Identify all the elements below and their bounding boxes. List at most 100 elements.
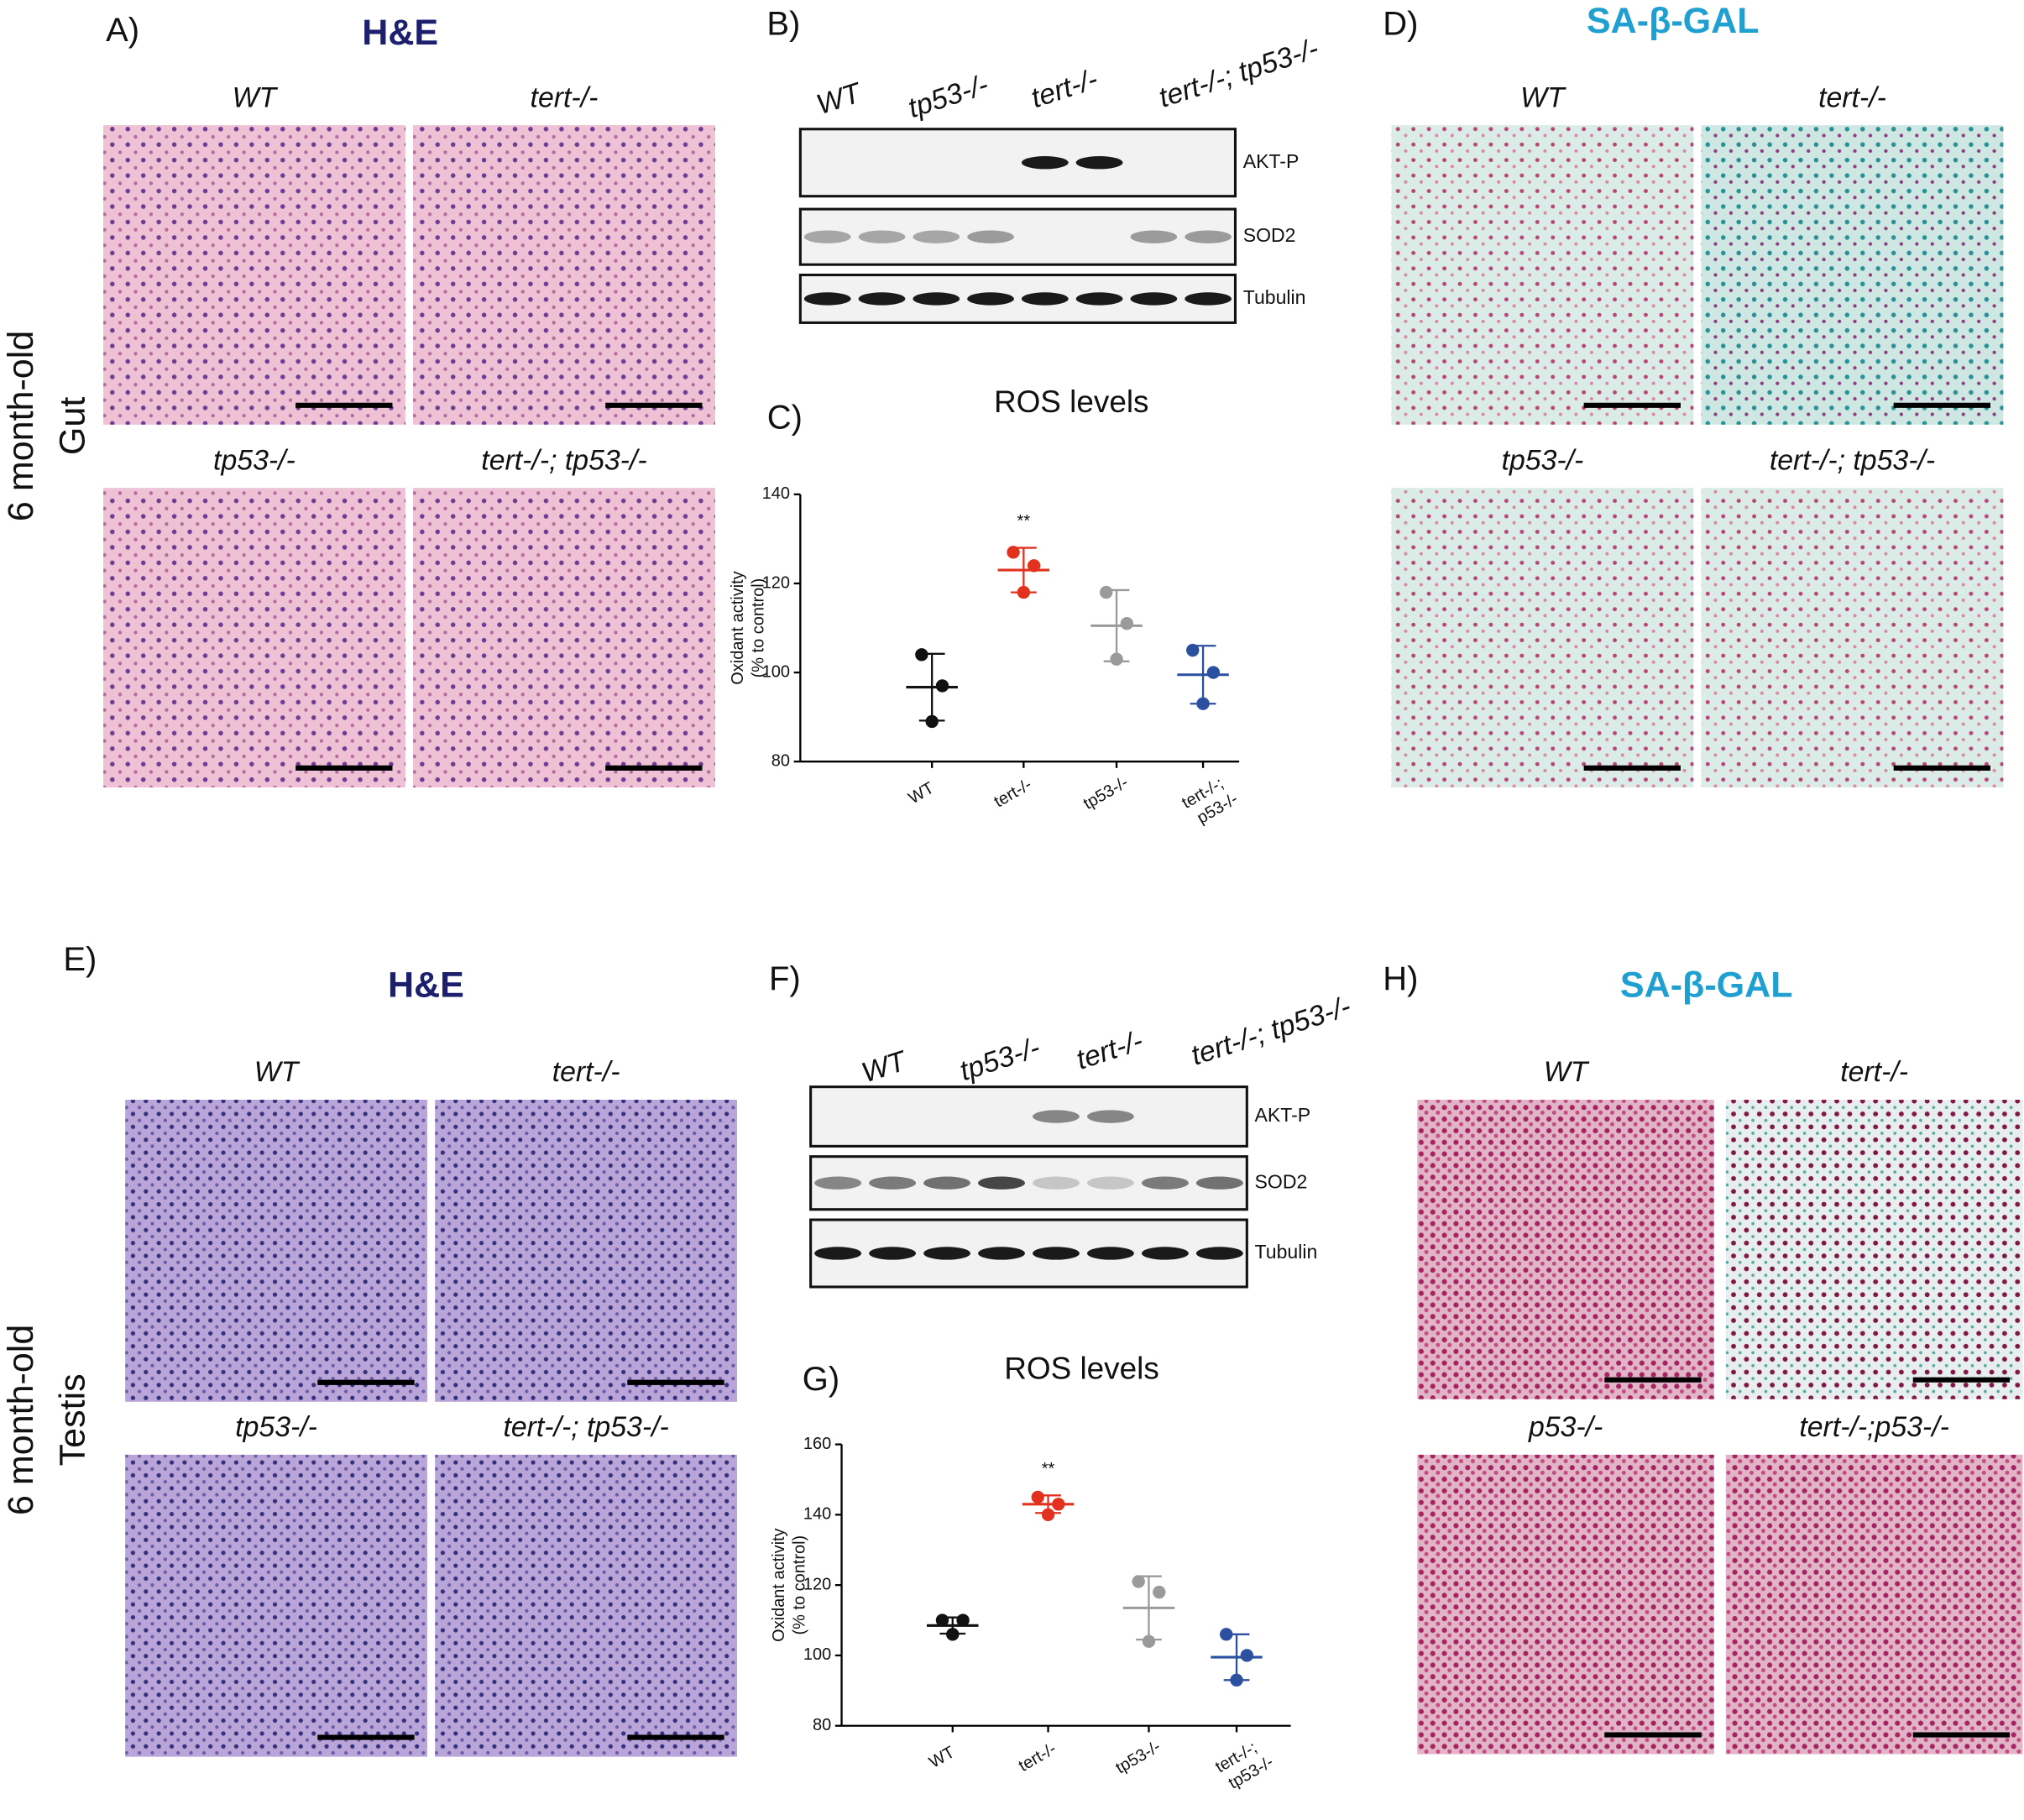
row-label: Testis — [53, 1373, 93, 1466]
data-point — [1132, 1575, 1145, 1588]
y-tick-label: 160 — [803, 1435, 831, 1453]
y-tick-label: 140 — [762, 484, 790, 503]
image-label: tp53-/- — [235, 1411, 317, 1443]
micrograph — [1701, 488, 2004, 787]
lane-label: tp53-/- — [956, 1032, 1044, 1087]
row-label: 6 month-old — [1, 331, 41, 521]
micrograph — [1417, 1100, 1714, 1399]
lane-label: tert-/-; tp53-/- — [1187, 991, 1354, 1072]
band — [913, 292, 960, 306]
micrograph — [1725, 1454, 2023, 1755]
panel-letter: B) — [766, 5, 800, 42]
image-label: p53-/- — [1528, 1411, 1603, 1443]
data-point — [1120, 617, 1134, 630]
blot-label: Tubulin — [1255, 1241, 1318, 1263]
y-tick-label: 100 — [762, 662, 790, 681]
panel-letter: E) — [63, 941, 97, 978]
image-label: WT — [1544, 1056, 1590, 1088]
lane-label: tert-/-; tp53-/- — [1155, 33, 1322, 114]
x-tick-label: tp53-/- — [1112, 1738, 1164, 1778]
band — [814, 1176, 862, 1190]
panel-letter: A) — [106, 12, 139, 49]
image-label: WT — [254, 1056, 301, 1088]
data-point — [1153, 1585, 1166, 1599]
band — [803, 230, 851, 243]
significance: ** — [1042, 1460, 1055, 1478]
band — [1075, 156, 1123, 170]
significance: ** — [1017, 512, 1031, 531]
data-point — [946, 1628, 960, 1641]
band — [1033, 1110, 1080, 1123]
blot-label: AKT-P — [1243, 150, 1300, 172]
data-point — [935, 1613, 949, 1627]
x-tick-label: WT — [906, 779, 938, 808]
image-label: WT — [233, 81, 279, 113]
micrograph — [1391, 488, 1694, 787]
micrograph — [1417, 1454, 1714, 1755]
data-point — [1031, 1490, 1044, 1504]
blot-strip — [798, 128, 1237, 198]
data-point — [925, 714, 939, 729]
micrograph — [435, 1454, 737, 1757]
data-point — [1186, 643, 1200, 657]
band — [869, 1176, 917, 1190]
image-label: tert-/- — [552, 1056, 620, 1088]
data-point — [1196, 697, 1210, 710]
band — [1141, 1176, 1189, 1190]
micrograph — [413, 488, 715, 787]
micrograph — [1725, 1100, 2023, 1399]
data-point — [1100, 585, 1113, 599]
band — [913, 230, 960, 243]
band — [1021, 292, 1069, 306]
image-label: tert-/-; tp53-/- — [481, 444, 646, 476]
band — [1086, 1110, 1134, 1123]
band — [1195, 1247, 1243, 1260]
micrograph — [125, 1454, 427, 1757]
band — [1033, 1247, 1080, 1260]
blot-label: Tubulin — [1243, 286, 1306, 308]
data-point — [1110, 652, 1123, 666]
panel-title: SA-β-GAL — [1620, 965, 1793, 1006]
data-point — [1041, 1508, 1055, 1522]
band — [923, 1247, 970, 1260]
image-label: tert-/-;p53-/- — [1799, 1411, 1948, 1443]
image-label: tert-/-; tp53-/- — [1770, 444, 1935, 476]
y-axis-label: (% to control) — [749, 578, 767, 678]
micrograph — [413, 125, 715, 425]
x-tick-label: WT — [926, 1743, 958, 1772]
y-tick-label: 140 — [803, 1505, 831, 1524]
data-point — [1052, 1498, 1065, 1511]
lane-label: WT — [858, 1044, 912, 1089]
y-tick-label: 120 — [803, 1575, 831, 1593]
data-point — [1017, 585, 1031, 599]
micrograph — [125, 1100, 427, 1402]
band — [1195, 1176, 1243, 1190]
row-label: 6 month-old — [1, 1325, 41, 1515]
micrograph — [103, 125, 405, 425]
data-point — [915, 648, 928, 662]
band — [923, 1176, 970, 1190]
y-tick-label: 80 — [771, 751, 790, 770]
chart-title: ROS levels — [994, 384, 1149, 419]
panel-title: SA-β-GAL — [1587, 1, 1760, 41]
image-label: tert-/-; tp53-/- — [503, 1411, 668, 1443]
image-label: tert-/- — [531, 81, 599, 113]
data-point — [1220, 1628, 1233, 1641]
y-axis-label: Oxidant activity — [770, 1528, 788, 1641]
panel-title: H&E — [362, 13, 438, 53]
band — [869, 1247, 917, 1260]
band — [1075, 292, 1123, 306]
y-tick-label: 100 — [803, 1645, 831, 1664]
blot-label: AKT-P — [1255, 1104, 1311, 1126]
band — [978, 1247, 1025, 1260]
blot-strip — [809, 1085, 1248, 1148]
band — [858, 230, 906, 243]
band — [1021, 156, 1069, 170]
blot-label: SOD2 — [1243, 224, 1296, 246]
x-tick-label: tert-/- — [1016, 1739, 1059, 1776]
panel-letter: D) — [1383, 5, 1418, 42]
band — [1033, 1176, 1080, 1190]
data-point — [1142, 1634, 1156, 1648]
